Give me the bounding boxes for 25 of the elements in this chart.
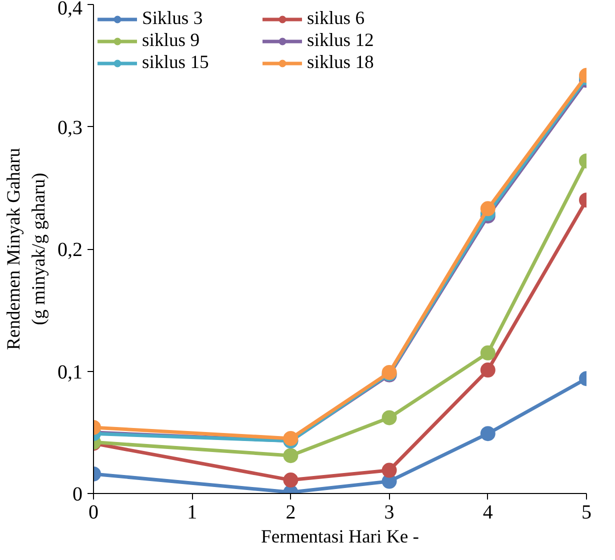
x-tick-label: 4 <box>482 502 493 524</box>
x-axis-title: Fermentasi Hari Ke - <box>261 526 420 548</box>
y-tick-label: 0,2 <box>58 239 82 261</box>
x-tick-label: 2 <box>286 502 296 524</box>
y-tick-label: 0 <box>72 484 82 506</box>
point <box>283 472 298 488</box>
y-axis-title: Rendemen Minyak Gaharu (g minyak/g gaharu) <box>3 147 50 350</box>
x-tick-label: 0 <box>88 502 98 524</box>
legend-label: siklus 18 <box>307 52 375 74</box>
x-tick-label: 5 <box>582 502 592 524</box>
legend-label: siklus 6 <box>307 8 366 30</box>
x-tick-label: 1 <box>187 502 198 524</box>
legend-label: siklus 12 <box>307 30 375 52</box>
legend-label: siklus 9 <box>142 30 201 52</box>
y-tick-label: 0,3 <box>58 116 82 139</box>
x-tick-label: 3 <box>384 502 394 524</box>
point <box>283 448 298 464</box>
point <box>480 362 496 378</box>
y-tick-label: 0,1 <box>58 361 82 384</box>
legend-label: Siklus 3 <box>142 8 204 30</box>
point <box>480 345 496 360</box>
y-tick-label: 0,4 <box>58 0 82 20</box>
point <box>382 410 397 426</box>
point <box>382 462 397 478</box>
legend-label: siklus 15 <box>142 52 210 74</box>
